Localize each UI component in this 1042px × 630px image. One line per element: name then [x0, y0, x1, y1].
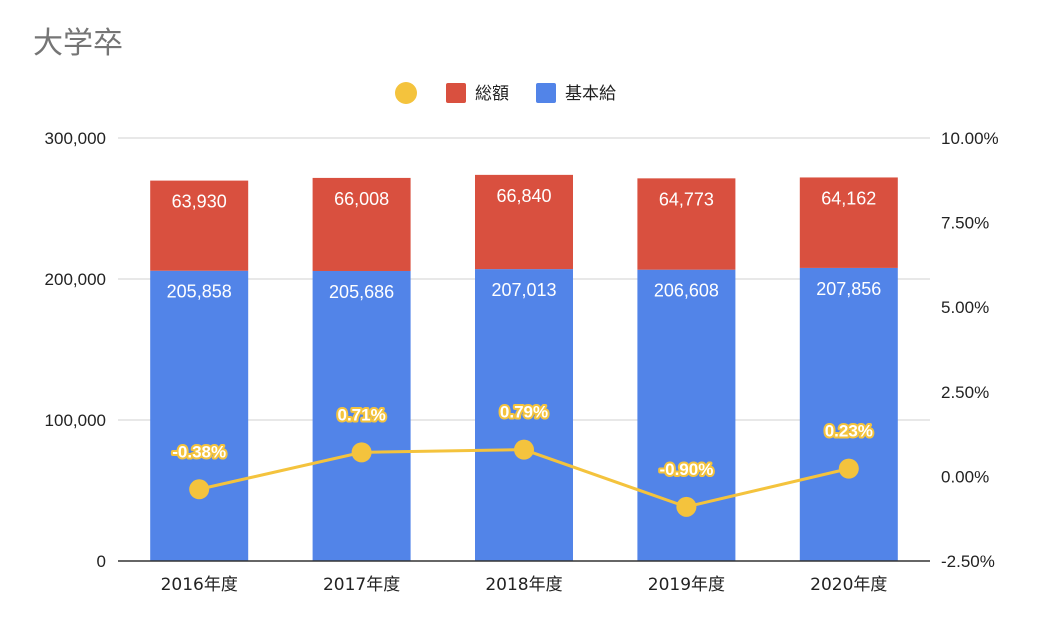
- bar-data-label: 207,013: [491, 280, 556, 300]
- chart-title: 大学卒: [33, 26, 123, 61]
- y-left-tick-label: 300,000: [45, 129, 106, 148]
- legend-marker-circle: [395, 82, 417, 104]
- bar-data-label: 205,858: [167, 282, 232, 302]
- x-tick-label: 2020年度: [810, 575, 887, 595]
- bar-data-label: 205,686: [329, 282, 394, 302]
- bar-segment: [312, 177, 411, 271]
- bar-data-label: 64,162: [821, 188, 876, 208]
- y-right-tick-label: 7.50%: [941, 214, 989, 233]
- bar-segment: [312, 270, 411, 561]
- bar-segment: [799, 177, 898, 268]
- y-right-tick-label: -2.50%: [941, 552, 995, 571]
- legend-marker-square: [446, 83, 466, 103]
- bar-segment: [475, 174, 573, 270]
- bar-segment: [150, 270, 249, 561]
- legend-label: 総額: [475, 84, 509, 104]
- legend-label: 基本給: [565, 84, 616, 104]
- bar-data-label: 206,608: [654, 281, 719, 301]
- line-data-label: -0.38%: [172, 442, 226, 461]
- axes: 0 100,000 200,000 300,000 -2.50% 0.00% 2.50% 5.…: [45, 129, 999, 595]
- line-point: [189, 479, 210, 500]
- line-data-label: 0.79%: [500, 403, 548, 422]
- bar-segment: [475, 269, 573, 561]
- bar-segment: [637, 178, 736, 270]
- bars: 205,858 63,930 205,686 66,008 207,013 66,840 2…: [150, 174, 898, 561]
- legend: 総額 基本給: [395, 82, 616, 104]
- bar-segment: [799, 267, 898, 561]
- bar-data-label: 64,773: [659, 189, 714, 209]
- bar-segment: [637, 269, 736, 561]
- y-right-tick-label: 0.00%: [941, 467, 989, 486]
- line-point: [514, 439, 534, 460]
- bar-data-label: 207,856: [816, 279, 881, 299]
- y-left-tick-label: 0: [97, 552, 106, 571]
- y-right-tick-label: 10.00%: [941, 129, 999, 148]
- line-point: [351, 442, 372, 463]
- line-point: [676, 496, 697, 517]
- line-data-label: 0.23%: [825, 422, 873, 441]
- x-tick-label: 2017年度: [323, 575, 400, 595]
- line-point: [838, 458, 859, 479]
- y-right-tick-label: 5.00%: [941, 298, 989, 317]
- x-tick-label: 2019年度: [648, 575, 725, 595]
- line-data-label: 0.71%: [337, 405, 385, 424]
- line-data-label: -0.90%: [659, 460, 713, 479]
- line-series: -0.38% 0.71% 0.79% -0.90% 0.23%: [170, 401, 875, 517]
- x-tick-label: 2018年度: [485, 575, 562, 595]
- bar-data-label: 66,840: [496, 186, 551, 206]
- y-left-tick-label: 200,000: [45, 270, 106, 289]
- x-tick-label: 2016年度: [161, 575, 238, 595]
- legend-marker-square: [536, 83, 556, 103]
- bar-segment: [150, 180, 249, 271]
- bar-data-label: 66,008: [334, 189, 389, 209]
- bar-data-label: 63,930: [172, 192, 227, 212]
- y-right-tick-label: 2.50%: [941, 383, 989, 402]
- y-left-tick-label: 100,000: [45, 411, 106, 430]
